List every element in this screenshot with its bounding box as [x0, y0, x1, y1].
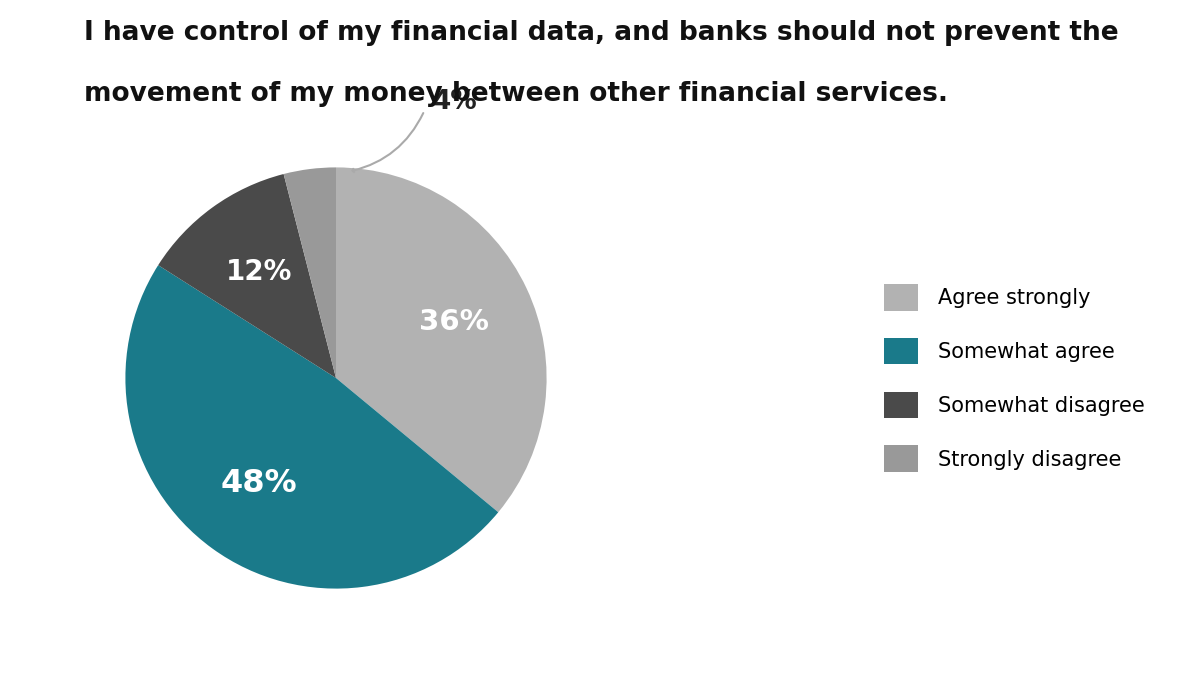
Text: 48%: 48%: [221, 468, 298, 499]
Wedge shape: [126, 265, 498, 589]
Text: I have control of my financial data, and banks should not prevent the: I have control of my financial data, and…: [84, 20, 1118, 47]
Legend: Agree strongly, Somewhat agree, Somewhat disagree, Strongly disagree: Agree strongly, Somewhat agree, Somewhat…: [876, 275, 1153, 481]
Wedge shape: [336, 167, 546, 512]
Wedge shape: [158, 174, 336, 378]
Text: movement of my money between other financial services.: movement of my money between other finan…: [84, 81, 948, 107]
Text: 12%: 12%: [226, 259, 293, 286]
Text: 36%: 36%: [419, 308, 490, 336]
Wedge shape: [283, 167, 336, 378]
Text: 4%: 4%: [433, 89, 478, 115]
